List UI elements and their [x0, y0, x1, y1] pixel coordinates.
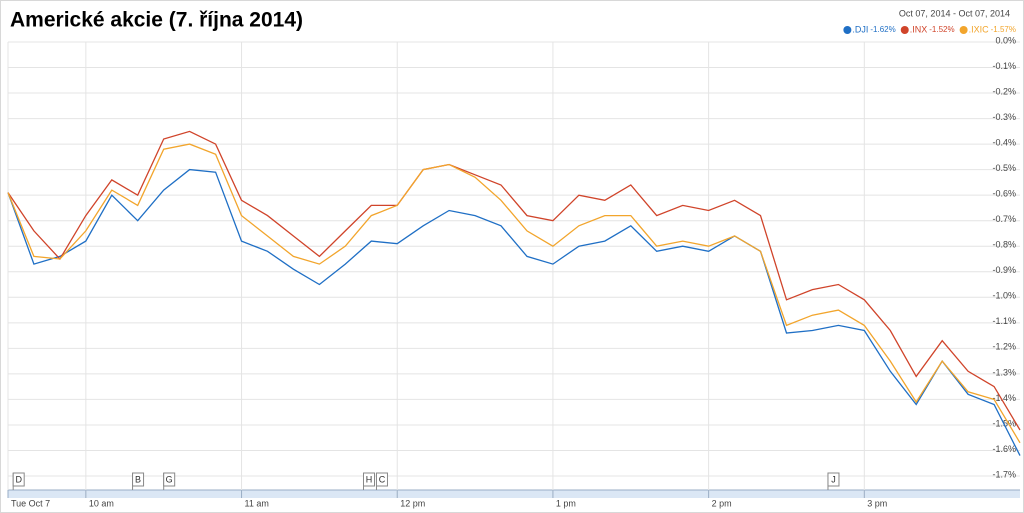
- y-tick-label: -1.3%: [992, 367, 1016, 377]
- legend-label: .DJI: [852, 24, 868, 34]
- series-line: [7, 143, 1021, 444]
- chart-title: Americké akcie (7. října 2014): [10, 9, 303, 32]
- y-tick-label: -0.5%: [992, 163, 1016, 173]
- event-flag: [827, 472, 840, 487]
- event-flag-label: B: [135, 474, 141, 484]
- y-tick-label: 0.0%: [995, 35, 1016, 45]
- event-flag-label: J: [831, 474, 836, 484]
- y-tick-label: -0.6%: [992, 189, 1016, 199]
- legend-change: -1.57%: [991, 25, 1016, 34]
- y-tick-label: -0.7%: [992, 214, 1016, 224]
- y-tick-label: -1.0%: [992, 291, 1016, 301]
- legend: -1.57%.IXIC -1.52%.INX -1.62%.DJI: [843, 24, 1016, 34]
- x-tick-label: 11 am: [245, 498, 269, 508]
- y-tick-label: -1.1%: [992, 316, 1016, 326]
- series-line: [7, 130, 1021, 431]
- event-flag: [362, 472, 375, 487]
- x-tick-label: 3 pm: [867, 498, 887, 508]
- y-tick-label: -0.1%: [992, 61, 1016, 71]
- y-tick-label: -0.4%: [992, 137, 1016, 147]
- event-flag: [132, 472, 145, 487]
- legend-change: -1.52%: [929, 25, 954, 34]
- event-flag: [375, 472, 388, 487]
- event-flag-label: C: [379, 474, 386, 484]
- event-flag: [12, 472, 25, 487]
- legend-marker: [959, 26, 968, 34]
- x-tick-label: 1 pm: [556, 498, 576, 508]
- y-tick-label: -0.8%: [992, 240, 1016, 250]
- event-flag: [163, 472, 176, 487]
- y-tick-label: -0.3%: [992, 112, 1016, 122]
- y-tick-label: -1.7%: [992, 469, 1016, 479]
- legend-marker: [900, 26, 909, 34]
- legend-marker: [843, 26, 852, 34]
- y-tick-label: -1.2%: [992, 342, 1016, 352]
- x-tick-label: 12 pm: [400, 498, 425, 508]
- y-tick-label: -0.2%: [992, 86, 1016, 96]
- legend-label: .INX: [910, 24, 928, 34]
- date-range: Oct 07, 2014 - Oct 07, 2014: [899, 8, 1010, 18]
- y-tick-label: -1.6%: [992, 444, 1016, 454]
- x-tick-label: 10 am: [89, 498, 114, 508]
- event-flag-label: D: [15, 474, 22, 484]
- event-flag-label: G: [166, 474, 173, 484]
- x-axis-band: [8, 490, 1020, 498]
- x-tick-label: 2 pm: [712, 498, 732, 508]
- y-tick-label: -0.9%: [992, 265, 1016, 275]
- event-flag-label: H: [366, 474, 373, 484]
- legend-change: -1.62%: [870, 25, 895, 34]
- legend-label: .IXIC: [969, 24, 990, 34]
- x-tick-label: Tue Oct 7: [11, 498, 50, 508]
- y-tick-label: -1.4%: [992, 393, 1016, 403]
- series-line: [7, 168, 1021, 456]
